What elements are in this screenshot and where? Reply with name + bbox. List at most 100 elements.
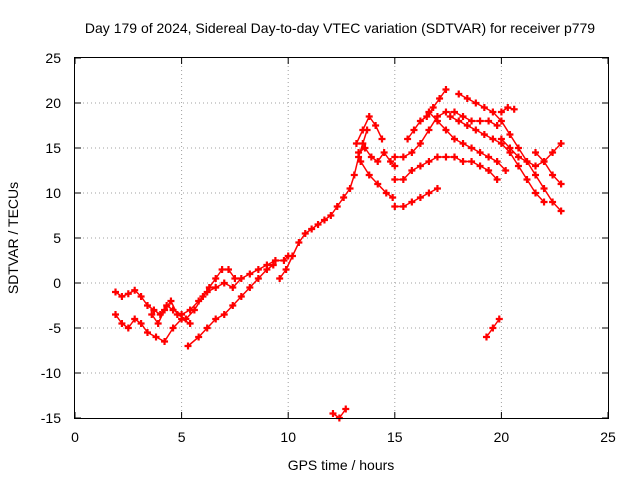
data-point [442, 126, 450, 134]
data-point [446, 113, 454, 120]
data-point [416, 162, 424, 170]
data-point [246, 270, 254, 278]
data-point [557, 207, 565, 215]
data-point [404, 135, 412, 143]
data-point [308, 225, 316, 233]
data-point [203, 324, 211, 332]
series-track-14 [446, 113, 548, 206]
series-track-9 [391, 185, 441, 210]
data-point [173, 311, 181, 318]
data-point [425, 158, 433, 165]
y-axis-label: SDTVAR / TECUs [5, 182, 21, 294]
data-point [468, 144, 476, 152]
data-point [476, 149, 484, 156]
data-point [182, 315, 190, 323]
data-point [408, 149, 416, 156]
data-point [301, 230, 309, 237]
data-point [231, 275, 239, 282]
x-tick-label: 25 [600, 429, 616, 445]
data-point [557, 140, 565, 147]
data-point [382, 189, 390, 197]
series-track-8 [352, 113, 386, 147]
data-point [212, 284, 220, 291]
series-track-2 [112, 311, 194, 345]
data-point [532, 149, 540, 156]
data-point [497, 117, 505, 125]
data-point [359, 126, 367, 134]
data-point [514, 162, 522, 170]
plot-frame [74, 57, 609, 419]
data-point [450, 135, 458, 143]
data-point [374, 180, 382, 188]
data-point [436, 95, 444, 102]
series-track-1 [112, 252, 292, 318]
data-point [372, 122, 380, 129]
series-track-5 [276, 126, 371, 282]
data-point [391, 203, 399, 210]
data-point [184, 342, 192, 350]
data-point [342, 405, 350, 413]
data-point [161, 338, 169, 345]
data-point [489, 108, 497, 116]
data-point [540, 185, 548, 192]
series-track-17 [532, 149, 565, 188]
data-point [468, 117, 476, 125]
data-point [455, 90, 463, 98]
data-point [532, 171, 540, 179]
data-point [472, 126, 480, 134]
series-line [394, 187, 439, 208]
data-point [263, 266, 271, 273]
data-point [186, 320, 194, 327]
data-point [482, 333, 490, 341]
data-point [549, 149, 557, 156]
y-tick-label: 0 [53, 275, 61, 291]
data-point [271, 257, 279, 264]
series-line [500, 138, 562, 167]
series-track-13 [425, 108, 510, 174]
data-point [391, 162, 399, 170]
data-point [112, 288, 120, 296]
y-tick-label: 15 [45, 140, 61, 156]
data-point [459, 158, 467, 165]
data-point [118, 320, 126, 327]
data-point [416, 194, 424, 201]
data-point [410, 126, 418, 134]
data-point [497, 135, 505, 143]
data-point [380, 149, 388, 156]
data-point [549, 198, 557, 206]
data-point [442, 153, 450, 161]
series-track-6 [355, 144, 399, 170]
data-point [506, 144, 514, 152]
data-point [333, 203, 341, 210]
data-point [246, 284, 254, 291]
series-track-20 [329, 405, 350, 422]
x-axis-label: GPS time / hours [288, 457, 395, 473]
data-point [154, 320, 162, 327]
data-point [143, 302, 151, 309]
data-point [124, 324, 132, 332]
data-point [212, 315, 220, 323]
data-point [112, 311, 120, 318]
data-point [540, 198, 548, 206]
data-point [450, 108, 458, 116]
data-point [532, 162, 540, 170]
data-point [433, 153, 441, 161]
data-point [365, 171, 373, 179]
chart-title: Day 179 of 2024, Sidereal Day-to-day VTE… [85, 20, 595, 36]
data-point [269, 261, 277, 269]
data-point [523, 158, 531, 165]
y-tick-label: -5 [49, 320, 62, 336]
data-point [340, 194, 348, 201]
data-point [549, 171, 557, 179]
data-point [557, 180, 565, 188]
data-point [399, 176, 407, 183]
series-track-3 [148, 266, 239, 327]
data-point [357, 158, 365, 165]
data-point [288, 252, 296, 260]
data-point [374, 158, 382, 165]
data-point [280, 257, 288, 264]
data-point [485, 117, 493, 125]
data-point [523, 176, 531, 183]
data-point [399, 153, 407, 161]
